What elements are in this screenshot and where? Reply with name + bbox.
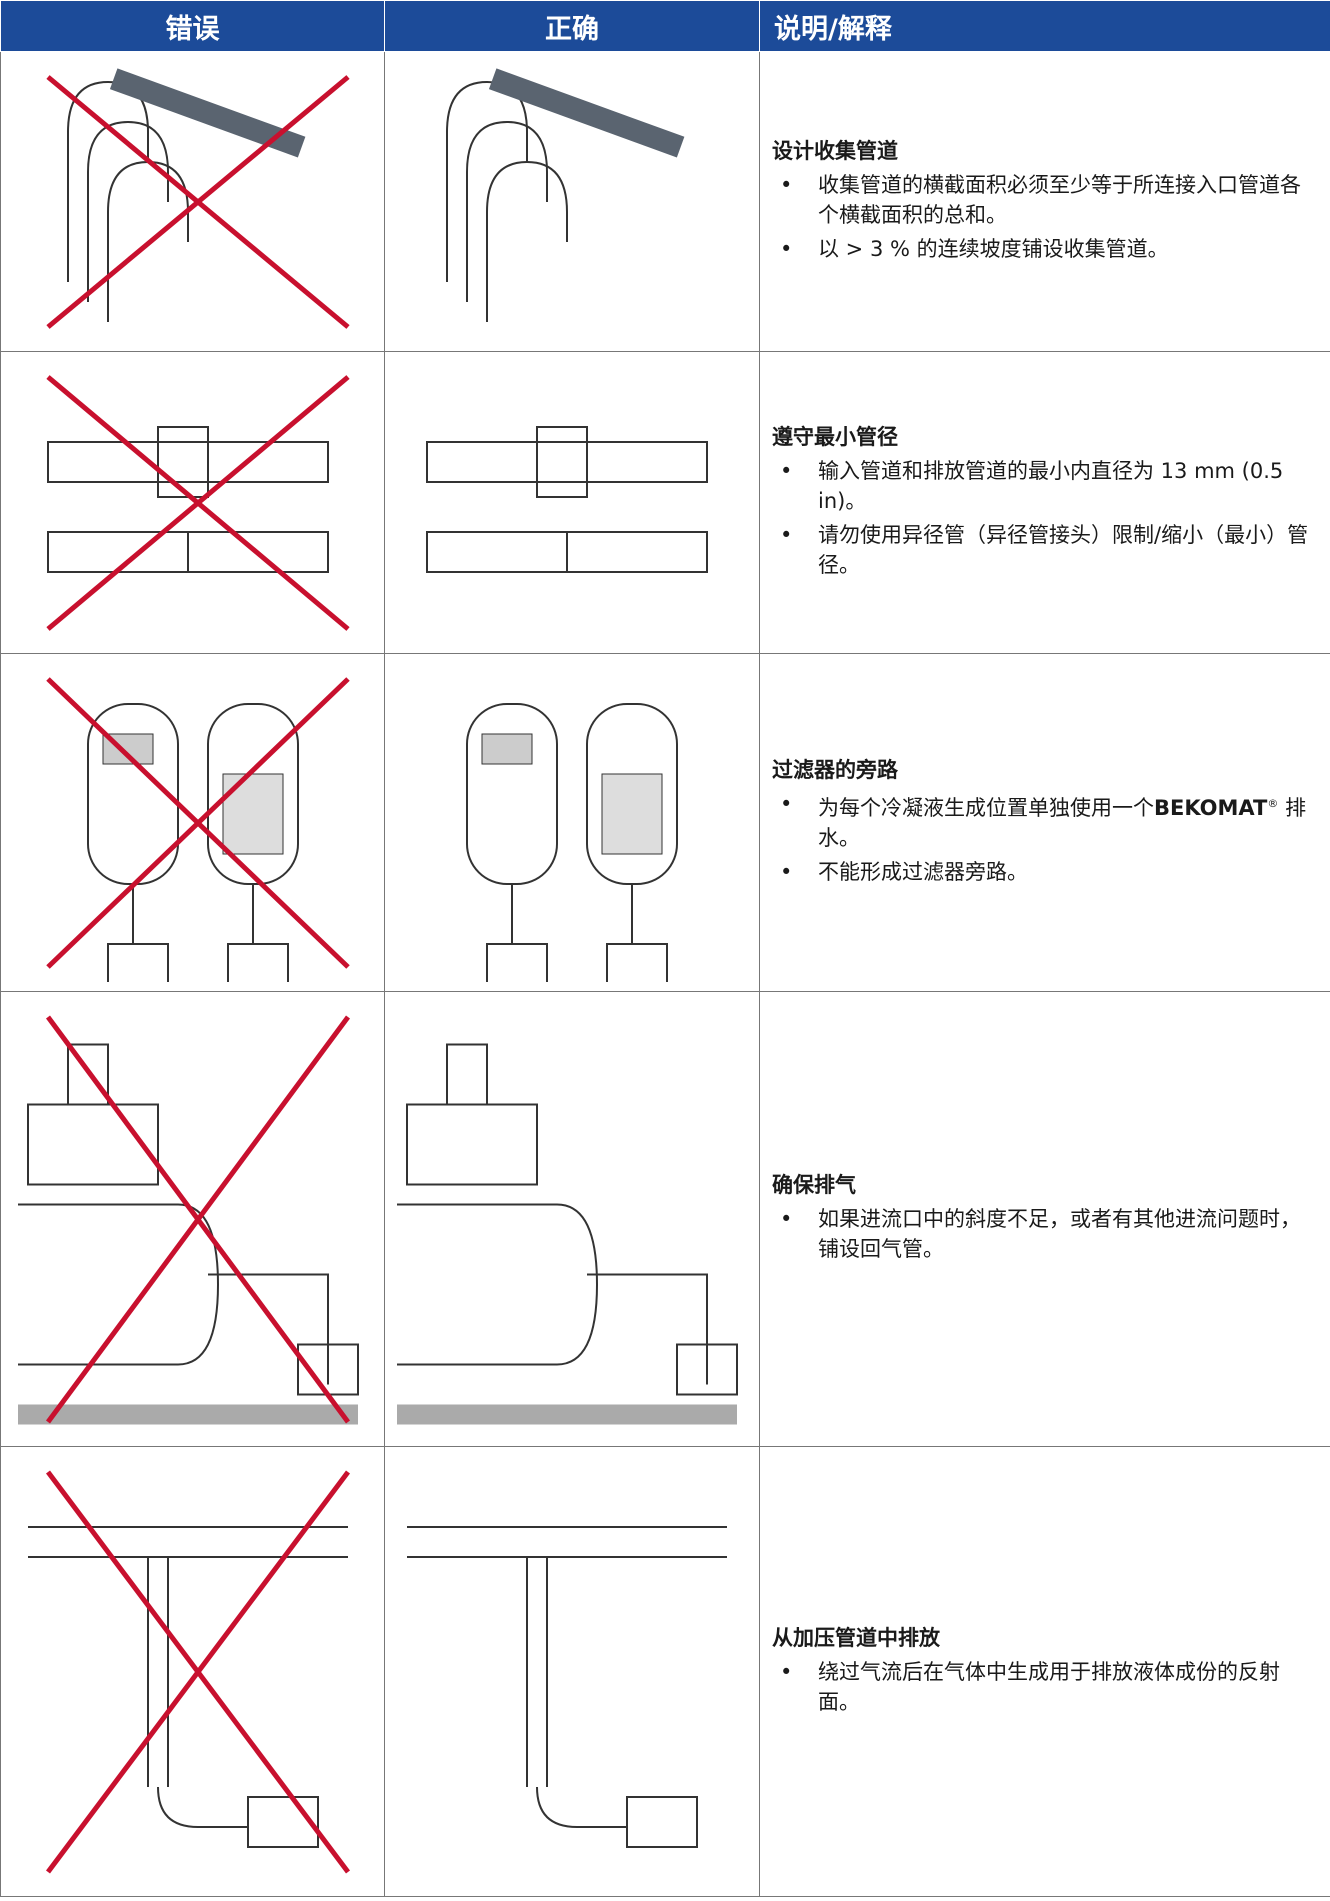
header-wrong: 错误 <box>0 0 385 52</box>
explanation-cell: 从加压管道中排放 • 绕过气流后在气体中生成用于排放液体成份的反射面。 <box>759 1446 1330 1897</box>
bullet-text: 如果进流口中的斜度不足，或者有其他进流问题时，铺设回气管。 <box>818 1207 1301 1261</box>
text-part: BEKOMAT <box>1154 795 1268 820</box>
explanation: 遵守最小管径 • 输入管道和排放管道的最小内直径为 13 mm (0.5 in)。 •… <box>760 422 1330 580</box>
row: 从加压管道中排放 • 绕过气流后在气体中生成用于排放液体成份的反射面。 <box>0 1446 1330 1897</box>
wrong-illustration <box>0 1446 385 1897</box>
bullet-text: 请勿使用异径管（异径管接头）限制/缩小（最小）管径。 <box>818 522 1309 577</box>
illustration <box>397 1043 738 1424</box>
explanation: 确保排气 • 如果进流口中的斜度不足，或者有其他进流问题时，铺设回气管。 <box>760 1170 1330 1264</box>
bullet-text: 为每个冷凝液生成位置单独使用一个BEKOMAT® 排水。 <box>818 789 1316 853</box>
row: 确保排气 • 如果进流口中的斜度不足，或者有其他进流问题时，铺设回气管。 <box>0 991 1330 1447</box>
bullet-text: 不能形成过滤器旁路。 <box>818 859 1028 884</box>
explanation: 设计收集管道 • 收集管道的横截面积必须至少等于所连接入口管道各个横截面积的总和。 •… <box>760 136 1330 264</box>
explanation: 从加压管道中排放 • 绕过气流后在气体中生成用于排放液体成份的反射面。 <box>760 1623 1330 1717</box>
illustration <box>466 702 678 982</box>
correct-illustration <box>384 351 760 654</box>
explanation-cell: 设计收集管道 • 收集管道的横截面积必须至少等于所连接入口管道各个横截面积的总和。 •… <box>759 51 1330 352</box>
correct-illustration <box>384 991 760 1447</box>
correct-illustration <box>384 1446 760 1897</box>
explanation-title: 设计收集管道 <box>772 138 898 163</box>
bullet-dot: • <box>780 791 793 816</box>
wrong-illustration <box>0 991 385 1447</box>
bullet-dot: • <box>780 1659 793 1684</box>
wrong-illustration <box>0 653 385 992</box>
illustration <box>407 1525 727 1848</box>
bullet: • 收集管道的横截面积必须至少等于所连接入口管道各个横截面积的总和。 <box>772 170 1316 230</box>
bullet-text: 输入管道和排放管道的最小内直径为 13 mm (0.5 in)。 <box>818 458 1284 513</box>
bullet-dot: • <box>780 236 793 261</box>
correct-illustration <box>384 653 760 992</box>
bullet-dot: • <box>780 172 793 197</box>
row: 过滤器的旁路 • 为每个冷凝液生成位置单独使用一个BEKOMAT® 排水。 • 不能形成… <box>0 653 1330 992</box>
explanation-title: 过滤器的旁路 <box>772 757 898 782</box>
bullet: • 以 > 3 % 的连续坡度铺设收集管道。 <box>772 234 1316 264</box>
text-part: 为每个冷凝液生成位置单独使用一个 <box>818 795 1154 820</box>
explanation-title: 确保排气 <box>772 1173 856 1197</box>
bullet: • 绕过气流后在气体中生成用于排放液体成份的反射面。 <box>772 1657 1316 1717</box>
bullet: • 如果进流口中的斜度不足，或者有其他进流问题时，铺设回气管。 <box>772 1204 1316 1264</box>
bullet-text: 以 > 3 % 的连续坡度铺设收集管道。 <box>818 236 1169 261</box>
explanation-title: 遵守最小管径 <box>772 424 898 449</box>
text-part: 排水。 <box>818 795 1307 850</box>
illustration <box>45 676 350 982</box>
explanation: 过滤器的旁路 • 为每个冷凝液生成位置单独使用一个BEKOMAT® 排水。 • 不能形成… <box>760 755 1330 887</box>
wrong-illustration <box>0 51 385 352</box>
illustration <box>426 425 708 573</box>
explanation-cell: 遵守最小管径 • 输入管道和排放管道的最小内直径为 13 mm (0.5 in)。 •… <box>759 351 1330 654</box>
bullet-dot: • <box>780 458 793 483</box>
text-part: ® <box>1267 796 1279 810</box>
illustration <box>27 1470 350 1873</box>
correct-illustration <box>384 51 760 352</box>
explanation-cell: 确保排气 • 如果进流口中的斜度不足，或者有其他进流问题时，铺设回气管。 <box>759 991 1330 1447</box>
illustration <box>45 374 350 631</box>
explanation-cell: 过滤器的旁路 • 为每个冷凝液生成位置单独使用一个BEKOMAT® 排水。 • 不能形成… <box>759 653 1330 992</box>
illustration <box>45 67 350 329</box>
row: 设计收集管道 • 收集管道的横截面积必须至少等于所连接入口管道各个横截面积的总和。 •… <box>0 51 1330 352</box>
bullet-dot: • <box>780 522 793 547</box>
bullet: • 不能形成过滤器旁路。 <box>772 857 1316 887</box>
bullet: • 请勿使用异径管（异径管接头）限制/缩小（最小）管径。 <box>772 520 1316 580</box>
illustration <box>446 67 685 322</box>
header-correct: 正确 <box>384 0 760 52</box>
explanation-title: 从加压管道中排放 <box>772 1625 940 1650</box>
bullet-text: 绕过气流后在气体中生成用于排放液体成份的反射面。 <box>818 1659 1280 1714</box>
bullet-dot: • <box>780 859 793 884</box>
illustration <box>17 1015 359 1424</box>
bullet-text: 收集管道的横截面积必须至少等于所连接入口管道各个横截面积的总和。 <box>818 172 1301 227</box>
bullet: • 输入管道和排放管道的最小内直径为 13 mm (0.5 in)。 <box>772 456 1316 516</box>
header-explanation: 说明/解释 <box>759 0 1330 52</box>
bullet-dot: • <box>780 1207 793 1231</box>
bullet: • 为每个冷凝液生成位置单独使用一个BEKOMAT® 排水。 <box>772 789 1316 853</box>
row: 遵守最小管径 • 输入管道和排放管道的最小内直径为 13 mm (0.5 in)。 •… <box>0 351 1330 654</box>
wrong-illustration <box>0 351 385 654</box>
